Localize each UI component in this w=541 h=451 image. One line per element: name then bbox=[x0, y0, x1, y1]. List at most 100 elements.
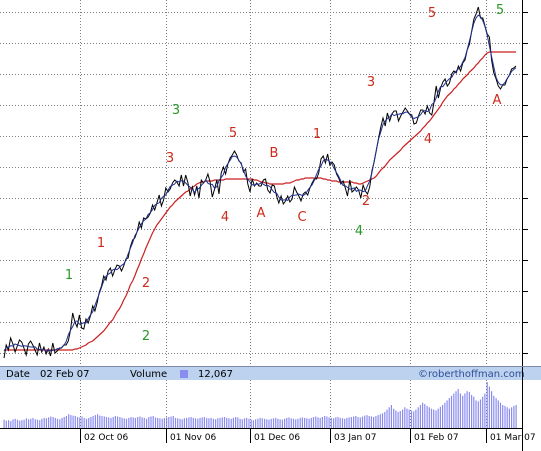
wave-label: 3 bbox=[367, 75, 375, 90]
volume-legend-swatch bbox=[180, 370, 188, 378]
volume-bar bbox=[59, 419, 61, 428]
volume-bar bbox=[179, 418, 181, 428]
volume-bar bbox=[312, 417, 315, 428]
volume-bar bbox=[410, 410, 413, 428]
volume-bar bbox=[488, 386, 490, 428]
volume-bar bbox=[170, 416, 172, 428]
volume-bar bbox=[97, 414, 99, 428]
volume-bar bbox=[215, 419, 217, 428]
volume-bar bbox=[219, 417, 221, 428]
volume-bar bbox=[415, 409, 417, 428]
volume-bar bbox=[257, 418, 259, 428]
wave-label: A bbox=[257, 206, 266, 221]
volume-bar bbox=[384, 411, 386, 428]
volume-bar bbox=[422, 402, 424, 428]
volume-bar bbox=[341, 418, 344, 428]
volume-bar bbox=[350, 417, 352, 428]
volume-bar bbox=[94, 415, 96, 428]
volume-bar bbox=[32, 417, 34, 428]
volume-bar bbox=[433, 409, 435, 428]
volume-bar bbox=[315, 416, 317, 428]
volume-bar bbox=[428, 407, 430, 428]
volume-bar bbox=[188, 417, 190, 428]
x-axis-label: 01 Dec 06 bbox=[254, 433, 300, 443]
volume-bar bbox=[491, 391, 493, 428]
x-axis-label: 02 Oct 06 bbox=[84, 433, 128, 443]
volume-bar bbox=[174, 417, 177, 428]
volume-bar bbox=[152, 416, 154, 428]
volume-bar bbox=[199, 417, 201, 428]
volume-bar bbox=[81, 416, 83, 428]
volume-bar bbox=[143, 417, 145, 428]
volume-bar bbox=[466, 391, 468, 428]
wave-labels: 1 1 2 2 3 3 4 5 A B C 1 2 4 3 4 5 5 A bbox=[65, 3, 504, 344]
volume-bar bbox=[172, 416, 174, 428]
volume-bar bbox=[513, 405, 515, 428]
x-axis-label: 01 Mar 07 bbox=[490, 433, 536, 443]
volume-bar bbox=[355, 416, 357, 428]
volume-bar bbox=[288, 417, 290, 428]
volume-bar bbox=[515, 405, 517, 428]
wave-label: A bbox=[493, 93, 502, 108]
volume-bar bbox=[286, 417, 288, 428]
wave-label: 1 bbox=[65, 268, 73, 283]
volume-bar bbox=[65, 416, 67, 428]
volume-bar bbox=[90, 417, 92, 428]
wave-label: 3 bbox=[166, 151, 174, 166]
volume-bar bbox=[230, 418, 232, 428]
volume-bar bbox=[36, 419, 39, 428]
volume-bar bbox=[399, 411, 401, 428]
volume-bar bbox=[139, 416, 141, 428]
volume-bar bbox=[112, 417, 114, 428]
volume-bar bbox=[105, 417, 108, 428]
volume-bar bbox=[10, 421, 12, 428]
volume-bar bbox=[402, 409, 404, 428]
volume-bar bbox=[252, 420, 254, 428]
volume-bar bbox=[190, 417, 192, 428]
volume-bar bbox=[424, 404, 426, 428]
volume-bar bbox=[359, 417, 361, 428]
wave-label: C bbox=[297, 210, 306, 225]
volume-bar bbox=[56, 418, 59, 428]
volume-bar bbox=[426, 405, 428, 428]
volume-bar bbox=[197, 418, 199, 428]
wave-label: 4 bbox=[355, 224, 363, 239]
volume-bar bbox=[63, 417, 65, 428]
volume-bar bbox=[39, 420, 41, 428]
volume-bar bbox=[393, 408, 395, 428]
volume-bar bbox=[301, 417, 303, 428]
volume-bar bbox=[479, 399, 482, 428]
volume-bar bbox=[70, 415, 72, 428]
volume-bar bbox=[16, 419, 19, 428]
volume-bar bbox=[201, 417, 203, 428]
price-line bbox=[3, 6, 517, 359]
volume-bar bbox=[493, 395, 495, 428]
volume-bar bbox=[444, 402, 446, 428]
volume-bar bbox=[450, 395, 453, 428]
volume-bar bbox=[125, 418, 128, 428]
volume-bar bbox=[137, 417, 139, 428]
volume-bar bbox=[141, 417, 143, 428]
volume-bar bbox=[339, 417, 341, 428]
volume-bar bbox=[237, 417, 239, 428]
volume-bar bbox=[328, 417, 330, 428]
volume-bar bbox=[177, 418, 179, 428]
volume-bar bbox=[295, 419, 297, 428]
volume-bar bbox=[30, 418, 32, 428]
volume-bar bbox=[462, 395, 464, 428]
volume-bar bbox=[74, 416, 76, 428]
volume-bar bbox=[250, 419, 252, 428]
wave-label: 5 bbox=[428, 6, 436, 21]
grid bbox=[0, 0, 528, 366]
volume-bar bbox=[484, 393, 486, 428]
volume-bar bbox=[128, 417, 130, 428]
volume-bar bbox=[157, 417, 159, 428]
volume-bar bbox=[370, 416, 372, 428]
wave-label: 2 bbox=[142, 329, 150, 344]
volume-bar bbox=[439, 406, 441, 428]
volume-bar bbox=[453, 393, 455, 428]
volume-bar bbox=[357, 417, 359, 428]
volume-bar bbox=[79, 417, 81, 428]
volume-bar bbox=[255, 419, 257, 428]
